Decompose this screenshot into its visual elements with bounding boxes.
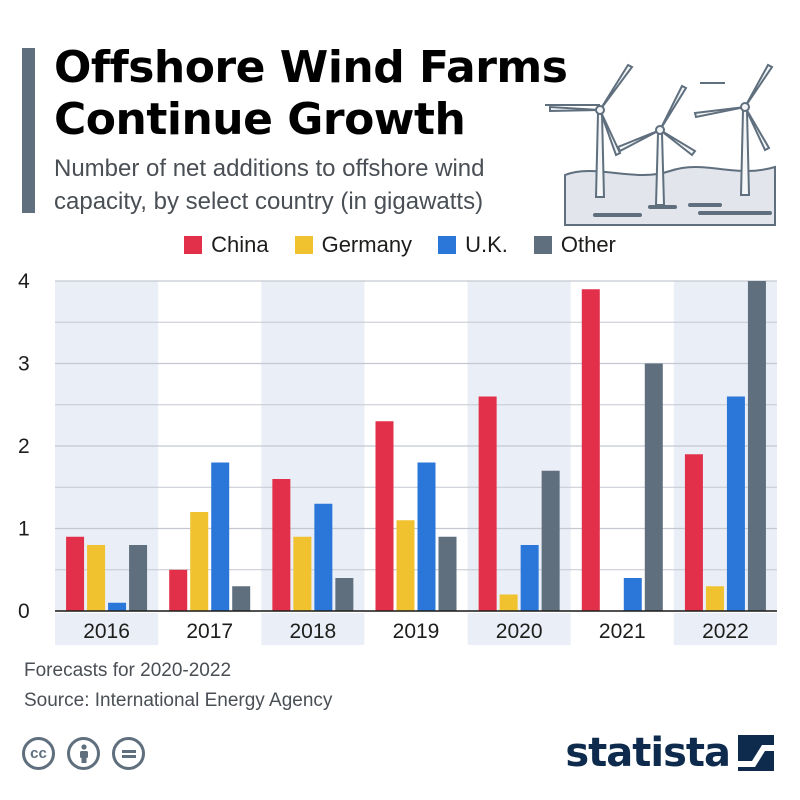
x-tick-label: 2022 [702,620,749,643]
legend-label-china: China [211,232,269,257]
bar-china-2019 [375,421,394,611]
bar-other-2017 [232,586,251,611]
bar-germany-2022 [705,586,724,611]
bar-uk-2019 [417,462,436,611]
axis-band-2022 [673,613,777,645]
bar-other-2021 [644,363,663,611]
legend-swatch-germany [294,236,313,254]
bar-uk-2020 [520,545,539,611]
x-tick-label: 2018 [289,620,336,643]
statista-logo[interactable]: statista [565,730,774,776]
chart-legend: China Germany U.K. Other [0,232,800,258]
legend-item-other: Other [533,232,616,258]
source-note: Source: International Energy Agency [24,690,333,711]
bar-other-2020 [541,470,560,611]
bar-china-2017 [169,569,188,611]
cc-icon[interactable]: cc [22,737,55,770]
bar-other-2018 [335,578,354,611]
statista-logo-icon [738,735,774,771]
by-icon[interactable] [67,737,100,770]
y-tick-label: 2 [18,435,30,458]
y-tick-label: 3 [18,353,30,376]
page-title: Offshore Wind Farms Continue Growth [54,42,568,146]
title-line-1: Offshore Wind Farms [54,42,568,93]
bar-china-2020 [478,396,497,611]
bar-chart: 0 1 2 3 4 2016 2017 2018 2019 2020 2021 2022 [18,270,777,645]
bar-china-2018 [272,479,291,611]
bar-uk-2021 [623,578,642,611]
bar-other-2019 [438,536,457,611]
legend-swatch-other [533,236,552,254]
bar-germany-2017 [190,512,209,611]
legend-item-china: China [184,232,269,258]
bar-germany-2020 [499,594,518,611]
axis-band-2016 [55,613,159,645]
legend-label-uk: U.K. [465,232,508,257]
title-line-2: Continue Growth [54,94,466,145]
bar-uk-2018 [314,503,333,611]
bar-uk-2017 [211,462,230,611]
bar-germany-2019 [396,520,415,611]
title-accent-bar [22,48,35,213]
y-tick-label: 4 [18,270,30,293]
bar-china-2021 [581,289,600,611]
bar-uk-2022 [726,396,745,611]
bar-uk-2016 [108,602,127,611]
legend-item-uk: U.K. [438,232,508,258]
x-tick-label: 2021 [599,620,646,643]
axis-band-2020 [467,613,571,645]
y-tick-label: 1 [18,518,30,541]
bar-germany-2018 [293,536,312,611]
legend-label-germany: Germany [321,232,413,257]
nd-icon[interactable] [112,737,145,770]
axis-band-2018 [261,613,365,645]
legend-swatch-china [184,236,203,254]
subtitle: Number of net additions to offshore wind… [54,155,485,215]
legend-swatch-uk [438,236,457,254]
bar-germany-2016 [87,545,106,611]
brand-name: statista [565,730,731,776]
wind-turbine-illustration [545,63,776,226]
y-tick-label: 0 [18,600,30,623]
bar-other-2022 [747,281,766,611]
x-tick-label: 2020 [496,620,543,643]
x-tick-label: 2019 [393,620,440,643]
x-tick-label: 2017 [186,620,233,643]
legend-label-other: Other [560,232,616,257]
legend-item-germany: Germany [294,232,413,258]
x-tick-label: 2016 [83,620,130,643]
bar-china-2022 [684,454,703,611]
bar-china-2016 [66,536,85,611]
forecast-note: Forecasts for 2020-2022 [24,660,232,681]
license-icons: cc [22,737,145,770]
bar-other-2016 [129,545,148,611]
